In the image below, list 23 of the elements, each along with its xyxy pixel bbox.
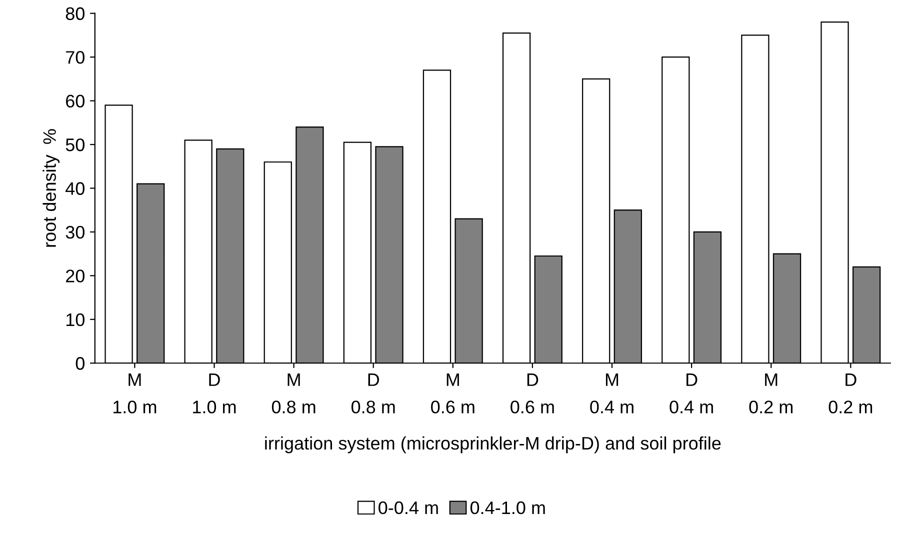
y-tick-label: 40 (66, 182, 84, 195)
y-tick-label: 10 (66, 313, 84, 326)
x-axis-title: irrigation system (microsprinkler-M drip-D) and soil profile (265, 436, 721, 454)
x-tick-label: M 0.6 m (431, 374, 474, 414)
x-tick-label: D 1.0 m (193, 374, 236, 414)
x-tick-label: M 0.2 m (749, 374, 792, 414)
x-tick-label: D 0.6 m (510, 374, 554, 414)
x-tick-label: M 0.8 m (272, 374, 316, 414)
legend-label: 0.4-1.0 m (470, 501, 545, 514)
y-tick-label: 50 (66, 138, 84, 152)
y-tick-label: 70 (66, 51, 84, 64)
legend-label: 0-0.4 m (378, 501, 438, 514)
x-tick-label: D 0.4 m (670, 374, 713, 414)
x-tick-label: D 0.2 m (828, 374, 872, 414)
y-tick-label: 20 (66, 270, 84, 282)
y-tick-label: 0 (76, 357, 84, 370)
y-tick-label: 30 (66, 226, 84, 239)
y-tick-label: 60 (66, 94, 84, 108)
y-axis-title: root density % (42, 129, 60, 247)
x-tick-label: M 1.0 m (113, 374, 156, 414)
x-tick-label: D 0.8 m (351, 374, 395, 414)
y-tick-label: 80 (66, 7, 84, 20)
x-tick-label: M 0.4 m (590, 374, 634, 414)
